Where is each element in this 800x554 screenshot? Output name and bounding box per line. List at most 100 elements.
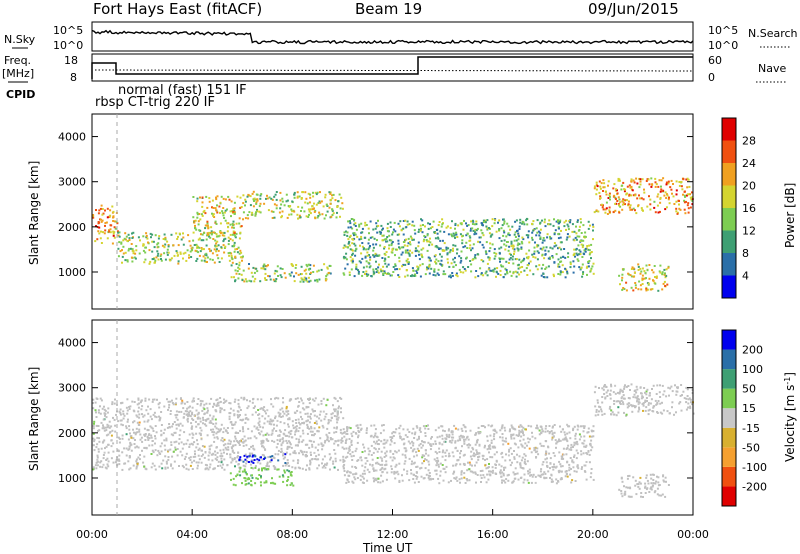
scatter-cell [215, 410, 217, 412]
scatter-cell [234, 213, 236, 215]
scatter-cell [291, 482, 293, 484]
scatter-cell [450, 249, 452, 251]
scatter-cell [163, 252, 165, 254]
scatter-cell [608, 209, 610, 211]
scatter-cell [215, 209, 217, 211]
scatter-cell [343, 436, 345, 438]
scatter-cell [628, 201, 630, 203]
scatter-cell [505, 245, 507, 247]
scatter-cell [357, 430, 359, 432]
scatter-cell [447, 247, 449, 249]
scatter-cell [223, 252, 225, 254]
scatter-cell [242, 256, 244, 258]
scatter-cell [581, 276, 583, 278]
scatter-cell [126, 236, 128, 238]
scatter-cell [361, 275, 363, 277]
scatter-cell [159, 402, 161, 404]
scatter-cell [371, 454, 373, 456]
scatter-cell [541, 430, 543, 432]
scatter-cell [629, 397, 631, 399]
scatter-cell [398, 223, 400, 225]
scatter-cell [634, 389, 636, 391]
scatter-cell [424, 441, 426, 443]
scatter-cell [360, 223, 362, 225]
scatter-cell [217, 195, 219, 197]
y-tick-label: 2000 [58, 221, 86, 234]
scatter-cell [110, 228, 112, 230]
scatter-cell [669, 186, 671, 188]
scatter-cell [205, 225, 207, 227]
scatter-cell [178, 465, 180, 467]
scatter-cell [167, 254, 169, 256]
scatter-cell [537, 219, 539, 221]
scatter-cell [558, 451, 560, 453]
scatter-cell [667, 267, 669, 269]
scatter-cell [433, 221, 435, 223]
scatter-cell [360, 479, 362, 481]
scatter-cell [215, 423, 217, 425]
scatter-cell [211, 233, 213, 235]
scatter-cell [346, 428, 348, 430]
scatter-cell [681, 410, 683, 412]
scatter-cell [686, 186, 688, 188]
scatter-cell [650, 177, 652, 179]
scatter-cell [455, 428, 457, 430]
scatter-cell [242, 218, 244, 220]
scatter-cell [498, 248, 500, 250]
scatter-cell [241, 225, 243, 227]
scatter-cell [182, 232, 184, 234]
scatter-cell [291, 466, 293, 468]
scatter-cell [335, 398, 337, 400]
scatter-cell [456, 236, 458, 238]
scatter-cell [168, 456, 170, 458]
scatter-cell [312, 411, 314, 413]
scatter-cell [346, 235, 348, 237]
scatter-cell [223, 449, 225, 451]
scatter-cell [466, 247, 468, 249]
scatter-cell [138, 447, 140, 449]
scatter-cell [255, 411, 257, 413]
scatter-cell [120, 420, 122, 422]
scatter-cell [221, 257, 223, 259]
scatter-cell [428, 469, 430, 471]
scatter-cell [357, 442, 359, 444]
scatter-cell [238, 223, 240, 225]
scatter-cell [583, 443, 585, 445]
scatter-cell [254, 455, 256, 457]
scatter-cell [520, 271, 522, 273]
scatter-cell [101, 448, 103, 450]
scatter-cell [514, 221, 516, 223]
scatter-cell [261, 469, 263, 471]
scatter-cell [512, 256, 514, 258]
scatter-cell [212, 418, 214, 420]
scatter-cell [233, 413, 235, 415]
scatter-cell [229, 260, 231, 262]
scatter-cell [636, 389, 638, 391]
scatter-cell [577, 244, 579, 246]
scatter-cell [436, 470, 438, 472]
scatter-cell [357, 424, 359, 426]
scatter-cell [558, 258, 560, 260]
scatter-cell [284, 272, 286, 274]
scatter-cell [537, 250, 539, 252]
scatter-cell [646, 397, 648, 399]
scatter-cell [471, 227, 473, 229]
scatter-cell [239, 444, 241, 446]
scatter-cell [580, 251, 582, 253]
scatter-cell [632, 476, 634, 478]
scatter-cell [376, 441, 378, 443]
scatter-cell [638, 194, 640, 196]
scatter-cell [307, 433, 309, 435]
scatter-cell [500, 264, 502, 266]
scatter-cell [354, 232, 356, 234]
scatter-cell [619, 201, 621, 203]
scatter-cell [600, 188, 602, 190]
scatter-cell [277, 420, 279, 422]
scatter-cell [454, 228, 456, 230]
scatter-cell [221, 461, 223, 463]
scatter-cell [505, 235, 507, 237]
scatter-cell [279, 192, 281, 194]
scatter-cell [362, 444, 364, 446]
scatter-cell [198, 223, 200, 225]
scatter-cell [319, 202, 321, 204]
